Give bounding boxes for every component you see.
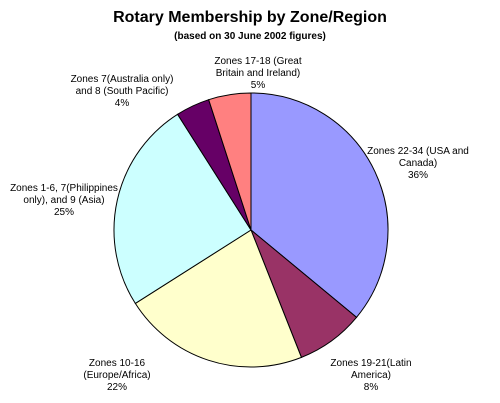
slice-label: Zones 17-18 (Great Britain and Ireland) 5… <box>206 56 310 92</box>
value-label: 4% <box>114 98 130 109</box>
category-label: Zones 1-6, 7(Philippines only), and 9 (A… <box>10 183 118 206</box>
chart-title: Rotary Membership by Zone/Region <box>113 9 387 26</box>
slice-label: Zones 22-34 (USA and Canada) 36% <box>362 146 474 182</box>
pie-slice <box>250 92 389 319</box>
value-label: 22% <box>106 382 127 393</box>
category-label: Zones 17-18 (Great Britain and Ireland) <box>214 56 302 79</box>
slice-label: Zones 10-16 (Europe/Africa) 22% <box>77 358 157 394</box>
pie-slice <box>134 229 303 368</box>
value-label: 36% <box>407 170 428 181</box>
value-label: 5% <box>250 80 266 91</box>
category-label: Zones 10-16 (Europe/Africa) <box>83 358 151 381</box>
slice-label: Zones 19-21(Latin America) 8% <box>326 358 416 394</box>
value-label: 8% <box>363 382 379 393</box>
category-label: Zones 19-21(Latin America) <box>330 358 412 381</box>
pie-slice <box>113 113 252 305</box>
chart-subtitle: (based on 30 June 2002 figures) <box>174 31 326 42</box>
pie-slice <box>208 92 252 231</box>
value-label: 25% <box>53 207 74 218</box>
slice-label: Zones 7(Australia only) and 8 (South Pac… <box>62 74 182 110</box>
category-label: Zones 7(Australia only) and 8 (South Pac… <box>70 74 174 97</box>
category-label: Zones 22-34 (USA and Canada) <box>367 146 469 169</box>
slice-label: Zones 1-6, 7(Philippines only), and 9 (A… <box>0 183 128 219</box>
